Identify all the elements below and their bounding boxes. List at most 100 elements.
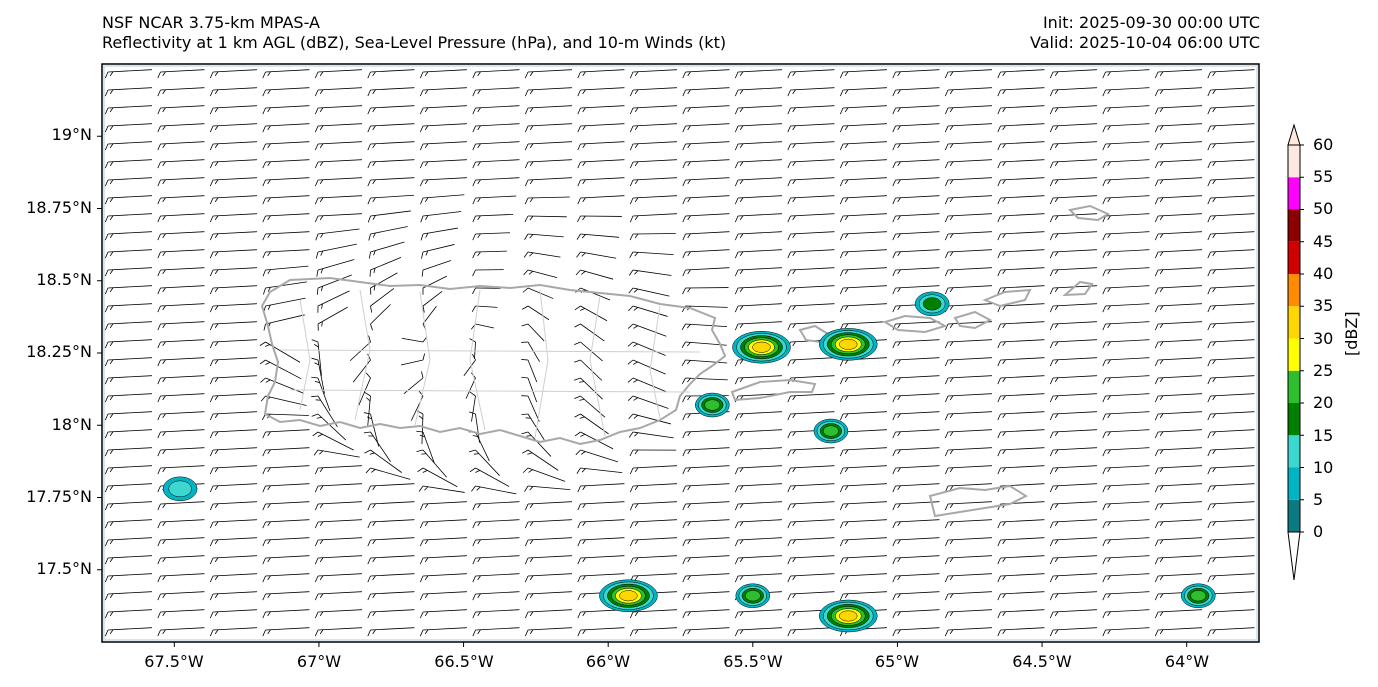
wind-barb (629, 141, 677, 151)
wind-barb (104, 573, 152, 583)
wind-barb (1207, 69, 1255, 79)
wind-barb (104, 627, 152, 637)
wind-barb (682, 87, 730, 97)
wind-barb (577, 141, 625, 151)
wind-barb (209, 285, 257, 295)
wind-barb (1154, 123, 1202, 133)
wind-barb (681, 377, 728, 385)
wind-barb (262, 447, 310, 457)
wind-barb (367, 609, 415, 619)
wind-barb (787, 393, 835, 403)
wind-barb (209, 123, 257, 133)
wind-barb (892, 627, 940, 637)
colorbar-segment (1288, 370, 1300, 403)
wind-barb (262, 555, 310, 565)
wind-barb (997, 357, 1045, 367)
wind-barb (839, 555, 887, 565)
wind-barb (839, 195, 887, 205)
wind-barb (311, 376, 331, 412)
wind-barb (524, 233, 564, 240)
wind-barb (1049, 339, 1097, 349)
wind-barb (1049, 573, 1097, 583)
wind-barb (1102, 375, 1150, 385)
field-description: Reflectivity at 1 km AGL (dBZ), Sea-Leve… (102, 33, 727, 52)
wind-barb (419, 627, 467, 637)
wind-barb (577, 159, 625, 169)
wind-barb (997, 465, 1045, 475)
echo-cell (732, 330, 791, 364)
wind-barb (997, 429, 1045, 439)
wind-barb (577, 501, 625, 511)
wind-barb (315, 243, 357, 259)
wind-barb (209, 195, 257, 205)
wind-barb (839, 519, 887, 529)
wind-barb (472, 627, 520, 637)
wind-barb (1049, 429, 1097, 439)
wind-barb (471, 305, 498, 313)
map-inner-border (103, 65, 1258, 641)
wind-barb (1049, 591, 1097, 601)
wind-barb (839, 501, 887, 511)
coast-vieques (730, 378, 817, 402)
echo-cell (1181, 583, 1216, 609)
wind-barb (892, 609, 940, 619)
wind-barb (262, 465, 310, 475)
wind-barb (682, 483, 730, 493)
coast-anegada (1062, 280, 1094, 297)
wind-barb (1049, 411, 1097, 421)
wind-barb (1207, 537, 1255, 547)
wind-barb (367, 159, 415, 169)
lon-tick: 67.5°W (144, 652, 204, 671)
wind-barb (839, 69, 887, 79)
wind-barb (1102, 393, 1150, 403)
wind-barb (521, 431, 552, 457)
wind-barb (997, 267, 1045, 277)
wind-barb (157, 339, 205, 349)
wind-barb (416, 430, 435, 464)
wind-barb (314, 141, 362, 151)
wind-barb (209, 177, 257, 187)
wind-barb (260, 377, 304, 394)
wind-barb (944, 267, 992, 277)
wind-barb (682, 555, 730, 565)
wind-barb (734, 447, 782, 457)
wind-barb (104, 339, 152, 349)
wind-barb (1207, 375, 1255, 385)
wind-barb (787, 285, 835, 295)
wind-barb (787, 465, 835, 475)
wind-barb (1154, 555, 1202, 565)
wind-barb (157, 591, 205, 601)
wind-barb (787, 69, 835, 79)
wind-barb (524, 177, 572, 187)
wind-barb (628, 287, 670, 297)
lat-tick: 18°N (51, 415, 92, 434)
wind-barb (363, 431, 391, 462)
wind-barb (1207, 357, 1255, 367)
wind-barb (628, 305, 668, 317)
wind-barb (524, 105, 572, 115)
wind-barb (262, 249, 310, 259)
wind-barb (209, 87, 257, 97)
wind-barb (1154, 573, 1202, 583)
lat-tick: 18.75°N (26, 198, 92, 217)
wind-barb (627, 359, 666, 375)
colorbar-tick: 20 (1313, 393, 1334, 412)
lon-tick: 65°W (874, 652, 920, 671)
wind-barb (997, 285, 1045, 295)
wind-barb (839, 105, 887, 115)
wind-barb (734, 465, 782, 475)
wind-barb (944, 69, 992, 79)
valid-time: Valid: 2025-10-04 06:00 UTC (1029, 33, 1260, 52)
wind-barb (104, 411, 152, 421)
wind-barb (629, 465, 677, 475)
wind-barb (524, 123, 572, 133)
wind-barb (420, 211, 462, 223)
wind-barb (358, 372, 371, 406)
wind-barb (1154, 627, 1202, 637)
wind-barb (104, 159, 152, 169)
wind-barb (627, 395, 669, 409)
wind-barb (209, 375, 257, 385)
wind-barb (787, 123, 835, 133)
wind-barb (839, 123, 887, 133)
wind-barb (1102, 213, 1150, 223)
